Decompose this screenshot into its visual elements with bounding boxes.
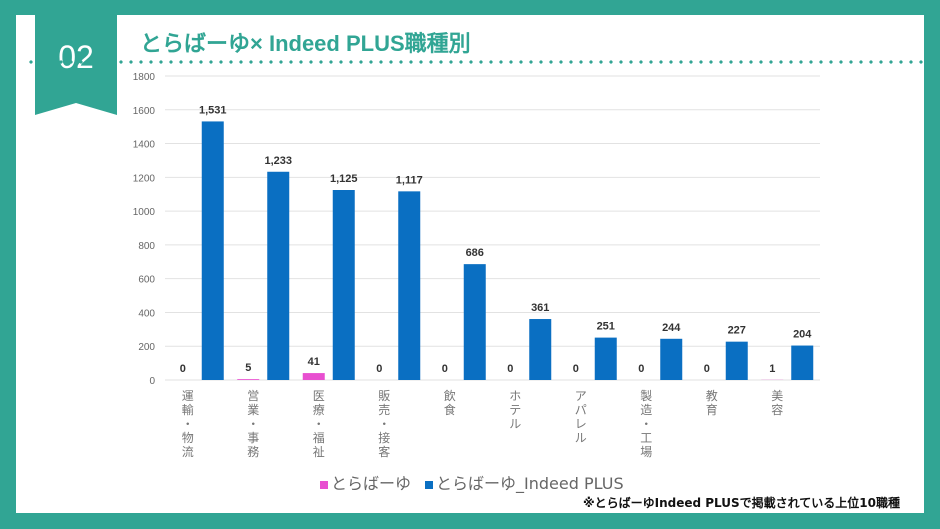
legend: とらばーゆ とらばーゆ_Indeed PLUS	[320, 470, 624, 494]
y-tick-label: 1600	[133, 106, 156, 117]
bar	[463, 264, 486, 380]
dotted-divider	[26, 60, 926, 64]
bar	[594, 337, 617, 380]
data-label: 41	[308, 356, 320, 368]
x-tick-label-char: 祉	[313, 445, 325, 459]
data-label: 361	[531, 302, 549, 314]
x-tick-label-char: ・	[378, 417, 390, 431]
x-tick-label-char: 事	[247, 431, 259, 445]
bar	[791, 345, 814, 380]
footnote: ※とらばーゆIndeed PLUSで掲載されている上位10職種	[582, 496, 900, 510]
x-tick-label-char: 営	[247, 389, 259, 403]
x-tick-label-char: 製	[640, 389, 652, 403]
x-tick-label-char: 輸	[182, 402, 194, 417]
x-tick-label-char: ホ	[509, 389, 521, 403]
data-label: 0	[573, 363, 579, 375]
x-tick-label-char: 接	[378, 430, 390, 445]
x-tick-label-char: 客	[378, 444, 390, 459]
x-tick-label-char: 食	[444, 402, 456, 417]
bar	[398, 191, 421, 380]
bar	[201, 121, 224, 380]
x-tick-label-char: 療	[313, 403, 325, 417]
x-tick-label-char: 医	[313, 389, 325, 403]
x-tick-label-char: 運	[182, 389, 194, 403]
y-tick-label: 1800	[133, 72, 156, 83]
data-label: 1,531	[199, 104, 227, 116]
x-tick-label-char: ル	[509, 417, 521, 431]
data-label: 1,125	[330, 173, 358, 185]
bar	[660, 338, 683, 380]
y-tick-label: 1200	[133, 173, 156, 184]
bar	[237, 379, 260, 380]
bar	[267, 171, 290, 380]
data-label: 0	[376, 363, 382, 375]
y-tick-label: 600	[138, 275, 155, 286]
page-title: とらばーゆ× Indeed PLUS職種別	[140, 31, 471, 56]
data-label: 1,117	[396, 174, 423, 186]
x-tick-label-char: 売	[378, 402, 390, 417]
bar	[529, 319, 552, 380]
x-tick-label-char: 場	[640, 445, 652, 459]
data-label: 0	[442, 363, 448, 375]
data-label: 1	[769, 363, 775, 375]
data-label: 227	[728, 325, 746, 337]
x-tick-label-char: 容	[771, 402, 783, 417]
data-label: 0	[180, 363, 186, 375]
data-label: 686	[466, 247, 484, 259]
y-tick-label: 400	[138, 308, 155, 319]
x-tick-label-char: テ	[509, 403, 521, 417]
y-tick-label: 200	[138, 342, 155, 353]
section-badge: 02	[35, 15, 117, 115]
data-label: 0	[507, 363, 513, 375]
x-tick-label-char: 流	[182, 445, 194, 459]
section-number: 02	[58, 39, 94, 75]
x-tick-label-char: ・	[313, 417, 325, 431]
data-label: 244	[662, 322, 681, 334]
data-label: 1,233	[264, 155, 292, 167]
x-tick-label-char: ・	[640, 417, 652, 431]
legend-label: とらばーゆ_Indeed PLUS	[436, 474, 624, 493]
data-label: 204	[793, 329, 812, 341]
legend-swatch	[425, 481, 434, 489]
legend-swatch	[320, 481, 328, 489]
x-tick-label-char: ル	[575, 431, 587, 445]
x-tick-label-char: ・	[182, 417, 194, 431]
slide-panel	[16, 15, 924, 513]
x-tick-label-char: レ	[575, 417, 587, 431]
legend-item-torabayu: とらばーゆ	[320, 470, 411, 494]
y-tick-label: 1000	[133, 207, 156, 218]
x-tick-label-char: ・	[247, 417, 259, 431]
x-tick-label-char: 工	[640, 431, 652, 445]
x-tick-label-char: 務	[247, 445, 259, 459]
bar	[332, 190, 355, 380]
data-label: 251	[597, 321, 615, 333]
x-tick-label-char: 造	[640, 403, 652, 417]
x-tick-label-char: 飲	[444, 388, 456, 403]
x-tick-label-char: 教	[706, 388, 718, 403]
x-tick-label-char: 美	[771, 389, 783, 403]
x-tick-label-char: ア	[575, 389, 587, 403]
x-tick-label-char: 販	[378, 389, 390, 403]
x-tick-label-char: 業	[247, 403, 259, 417]
data-label: 0	[704, 363, 710, 375]
x-tick-label-char: パ	[575, 403, 587, 417]
x-tick-label-char: 福	[313, 430, 325, 445]
legend-label: とらばーゆ	[331, 474, 412, 493]
legend-item-indeed-plus: とらばーゆ_Indeed PLUS	[425, 470, 624, 494]
bar	[725, 341, 748, 380]
data-label: 0	[638, 363, 644, 375]
y-tick-label: 1400	[133, 140, 156, 151]
x-tick-label-char: 育	[706, 402, 718, 417]
x-tick-label-char: 物	[182, 431, 194, 445]
y-tick-label: 0	[149, 376, 155, 387]
data-label: 5	[245, 362, 251, 374]
y-tick-label: 800	[138, 241, 155, 252]
bar	[302, 373, 325, 380]
